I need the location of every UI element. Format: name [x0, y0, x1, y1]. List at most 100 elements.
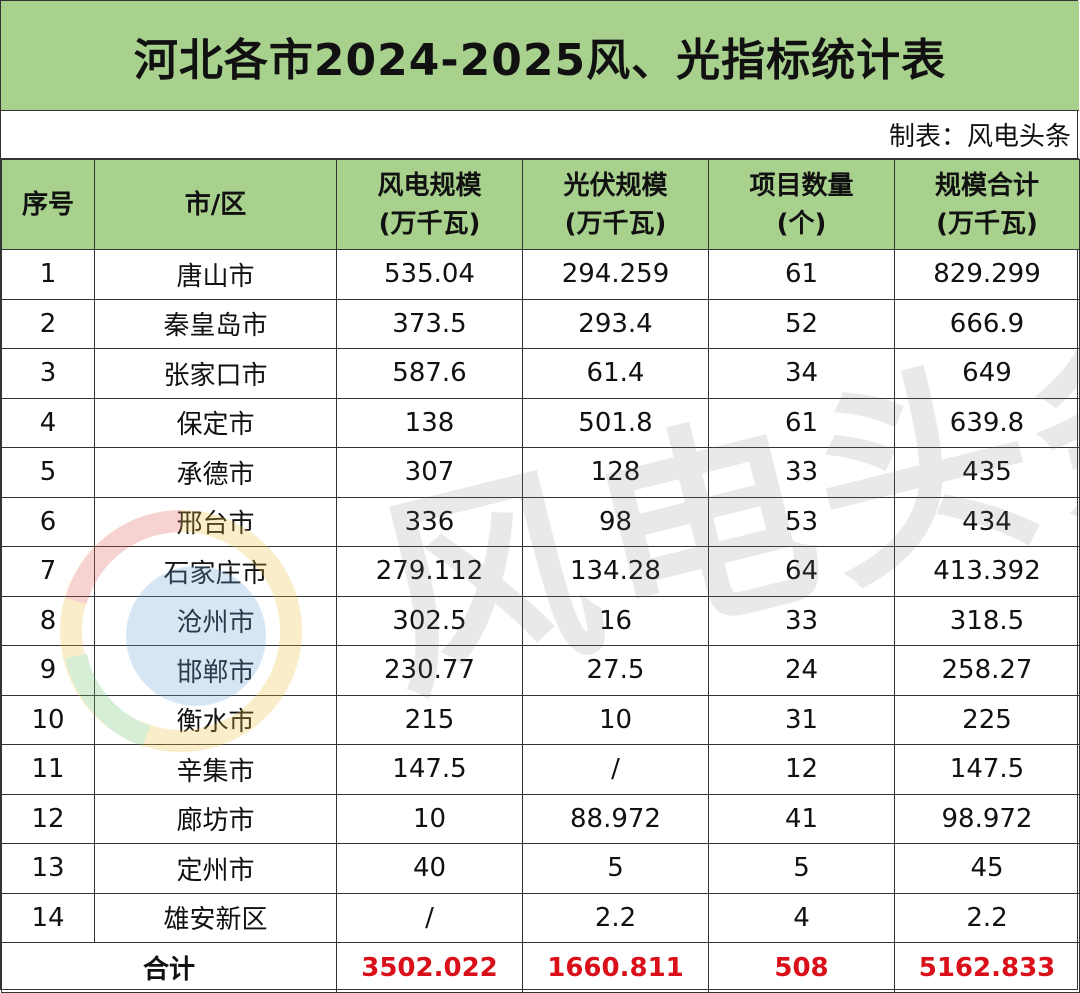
cell-seq: 12	[1, 793, 95, 844]
table-row: 1 唐山市 535.04 294.259 61 829.299	[1, 249, 1080, 300]
cell-solar: 293.4	[522, 298, 709, 349]
cell-city: 邢台市	[94, 496, 337, 547]
header-total-line2: (万千瓦)	[936, 208, 1038, 239]
cell-seq: 7	[1, 546, 95, 597]
table-row: 3 张家口市 587.6 61.4 34 649	[1, 348, 1080, 399]
cell-wind: /	[336, 892, 523, 943]
cell-total: 147.5	[894, 744, 1080, 795]
cell-solar: 16	[522, 595, 709, 646]
cell-solar: 27.5	[522, 645, 709, 696]
cell-total: 649	[894, 348, 1080, 399]
cell-seq: 5	[1, 447, 95, 498]
totals-solar: 1660.811	[522, 942, 709, 993]
table-row: 11 辛集市 147.5/12 147.5	[1, 744, 1080, 795]
cell-city: 雄安新区	[94, 892, 337, 943]
cell-city: 张家口市	[94, 348, 337, 399]
cell-city: 唐山市	[94, 249, 337, 300]
header-city: 市/区	[94, 159, 337, 250]
table-row: 5 承德市 307 128 33 435	[1, 447, 1080, 498]
cell-solar: 5	[522, 843, 709, 894]
totals-row: 合计 3502.022 1660.811 508 5162.833	[1, 942, 1080, 993]
table-row: 9 邯郸市 230.77 27.5 24 258.27	[1, 645, 1080, 696]
cell-seq: 10	[1, 694, 95, 745]
cell-solar: 2.2	[522, 892, 709, 943]
totals-count: 508	[708, 942, 895, 993]
cell-count: 53	[708, 496, 895, 547]
header-seq: 序号	[1, 159, 95, 250]
cell-solar: 134.28	[522, 546, 709, 597]
cell-solar: /	[522, 744, 709, 795]
header-wind-line1: 风电规模	[377, 170, 482, 201]
cell-wind: 373.5	[336, 298, 523, 349]
cell-total: 45	[894, 843, 1080, 894]
cell-solar: 501.8	[522, 397, 709, 448]
cell-count: 41	[708, 793, 895, 844]
table-row: 14 雄安新区/2.2 4 2.2	[1, 892, 1080, 943]
cell-total: 258.27	[894, 645, 1080, 696]
cell-city: 承德市	[94, 447, 337, 498]
cell-count: 61	[708, 249, 895, 300]
cell-total: 435	[894, 447, 1080, 498]
page-title: 河北各市2024-2025风、光指标统计表	[1, 1, 1079, 111]
table-row: 10 衡水市 215 10 31 225	[1, 694, 1080, 745]
cell-count: 33	[708, 595, 895, 646]
cell-city: 保定市	[94, 397, 337, 448]
cell-solar: 88.972	[522, 793, 709, 844]
cell-city: 石家庄市	[94, 546, 337, 597]
header-solar: 光伏规模 (万千瓦)	[522, 159, 709, 250]
statistics-table: 序号 市/区 风电规模 (万千瓦) 光伏规模 (万千瓦) 项目数量 (个) 规模…	[1, 159, 1080, 993]
cell-solar: 10	[522, 694, 709, 745]
cell-count: 34	[708, 348, 895, 399]
header-solar-line1: 光伏规模	[563, 170, 668, 201]
cell-wind: 230.77	[336, 645, 523, 696]
cell-total: 666.9	[894, 298, 1080, 349]
table-maker-credit: 制表：风电头条	[1, 111, 1079, 159]
table-body: 1 唐山市 535.04 294.259 61 829.299 2 秦皇岛市 373.5 293.…	[1, 249, 1080, 993]
cell-seq: 13	[1, 843, 95, 894]
cell-wind: 587.6	[336, 348, 523, 399]
cell-wind: 535.04	[336, 249, 523, 300]
cell-total: 434	[894, 496, 1080, 547]
cell-count: 24	[708, 645, 895, 696]
cell-seq: 6	[1, 496, 95, 547]
cell-wind: 302.5	[336, 595, 523, 646]
cell-wind: 336	[336, 496, 523, 547]
totals-total: 5162.833	[894, 942, 1080, 993]
header-count: 项目数量 (个)	[708, 159, 895, 250]
cell-wind: 147.5	[336, 744, 523, 795]
cell-count: 12	[708, 744, 895, 795]
cell-wind: 279.112	[336, 546, 523, 597]
cell-city: 秦皇岛市	[94, 298, 337, 349]
header-count-line1: 项目数量	[749, 170, 854, 201]
header-total-line1: 规模合计	[934, 170, 1039, 201]
cell-count: 33	[708, 447, 895, 498]
cell-wind: 307	[336, 447, 523, 498]
cell-city: 邯郸市	[94, 645, 337, 696]
cell-total: 318.5	[894, 595, 1080, 646]
cell-total: 2.2	[894, 892, 1080, 943]
table-row: 6 邢台市 336 98 53 434	[1, 496, 1080, 547]
header-total: 规模合计 (万千瓦)	[894, 159, 1080, 250]
cell-seq: 14	[1, 892, 95, 943]
cell-count: 31	[708, 694, 895, 745]
table-row: 8 沧州市 302.5 16 33 318.5	[1, 595, 1080, 646]
totals-wind: 3502.022	[336, 942, 523, 993]
cell-seq: 9	[1, 645, 95, 696]
table-row: 13 定州市 40 5 5 45	[1, 843, 1080, 894]
cell-city: 定州市	[94, 843, 337, 894]
cell-solar: 98	[522, 496, 709, 547]
table-row: 12 廊坊市 10 88.972 41 98.972	[1, 793, 1080, 844]
header-wind-line2: (万千瓦)	[378, 208, 481, 239]
cell-count: 52	[708, 298, 895, 349]
cell-count: 5	[708, 843, 895, 894]
cell-city: 衡水市	[94, 694, 337, 745]
table-row: 2 秦皇岛市 373.5 293.4 52 666.9	[1, 298, 1080, 349]
header-row: 序号 市/区 风电规模 (万千瓦) 光伏规模 (万千瓦) 项目数量 (个) 规模…	[1, 159, 1080, 250]
cell-solar: 61.4	[522, 348, 709, 399]
cell-total: 98.972	[894, 793, 1080, 844]
table-row: 4 保定市 138 501.8 61 639.8	[1, 397, 1080, 448]
cell-wind: 40	[336, 843, 523, 894]
cell-wind: 215	[336, 694, 523, 745]
cell-count: 4	[708, 892, 895, 943]
cell-seq: 3	[1, 348, 95, 399]
